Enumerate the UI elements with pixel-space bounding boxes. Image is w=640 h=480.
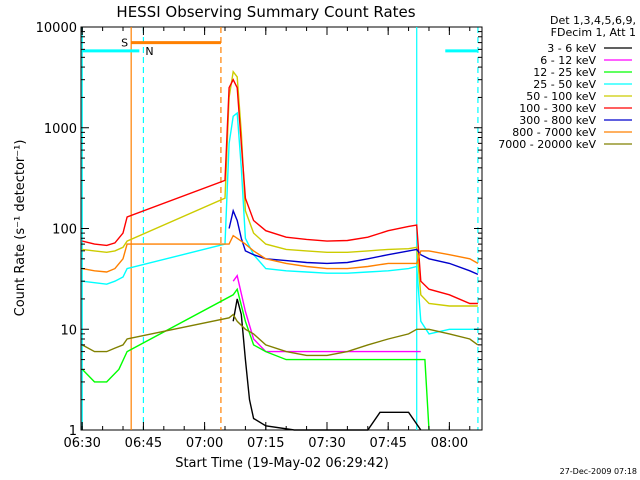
x-tick-label: 06:45 (125, 436, 162, 451)
x-tick-label: 07:15 (247, 436, 284, 451)
x-tick-label: 07:00 (186, 436, 223, 451)
legend-label: 100 - 300 keV (519, 102, 596, 115)
legend-label: 25 - 50 keV (533, 78, 596, 91)
series-line (228, 208, 479, 276)
legend-header: FDecim 1, Att 1 (551, 26, 636, 39)
plot-frame (80, 26, 483, 431)
series-line (82, 78, 478, 305)
legend-header: Det 1,3,4,5,6,9, (550, 14, 636, 27)
legend-label: 6 - 12 keV (540, 54, 596, 67)
y-axis-label: Count Rate (s⁻¹ detector⁻¹) (13, 140, 28, 317)
legend: Det 1,3,4,5,6,9,FDecim 1, Att 1 3 - 6 keV… (498, 14, 636, 151)
flag-bars: SN (82, 37, 478, 58)
y-tick-label: 10 (60, 323, 77, 338)
time-markers (81, 27, 479, 430)
legend-label: 50 - 100 keV (526, 90, 596, 103)
flag-label: N (145, 45, 153, 58)
flag-label: S (121, 37, 128, 50)
x-tick-label: 06:30 (63, 436, 100, 451)
x-tick-label: 07:45 (369, 436, 406, 451)
legend-label: 12 - 25 keV (533, 66, 596, 79)
y-tick-label: 1 (69, 424, 77, 439)
y-tick-label: 100 (52, 223, 77, 238)
series-line (82, 69, 478, 307)
y-tick-label: 10000 (36, 21, 77, 36)
chart-title: HESSI Observing Summary Count Rates (116, 3, 415, 21)
y-tick-label: 1000 (44, 122, 77, 137)
series-line (82, 234, 479, 273)
x-tick-label: 07:30 (308, 436, 345, 451)
legend-label: 7000 - 20000 keV (498, 138, 596, 151)
data-series (81, 69, 479, 431)
series-line (232, 298, 422, 431)
series-line (81, 287, 430, 431)
series-line (81, 313, 479, 357)
x-axis-label: Start Time (19-May-02 06:29:42) (175, 456, 389, 471)
legend-label: 3 - 6 keV (547, 42, 596, 55)
x-tick-label: 08:00 (431, 436, 468, 451)
axes: 06:30 06:45 07:00 07:15 07:30 07:45 08:00 1 10 10… (36, 21, 482, 451)
timestamp: 27-Dec-2009 07:18 (560, 467, 637, 476)
series-line (82, 111, 478, 335)
legend-label: 800 - 7000 keV (512, 126, 596, 139)
legend-label: 300 - 800 keV (519, 114, 596, 127)
